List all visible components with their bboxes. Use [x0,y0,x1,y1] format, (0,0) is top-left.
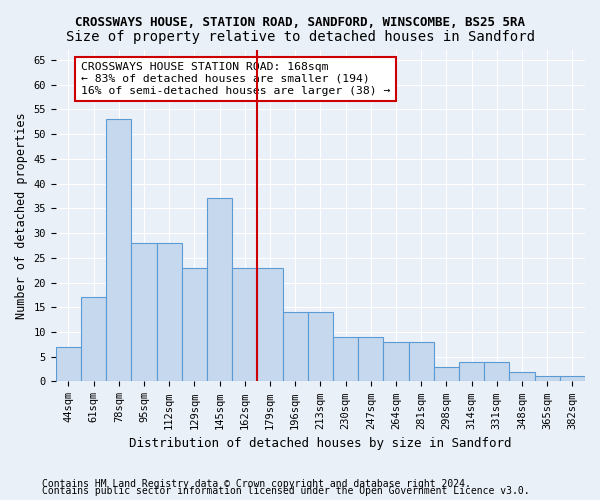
Bar [409,342,434,382]
Bar [434,366,459,382]
X-axis label: Distribution of detached houses by size in Sandford: Distribution of detached houses by size … [129,437,512,450]
Bar [358,337,383,382]
Bar [383,342,409,382]
Text: Contains HM Land Registry data © Crown copyright and database right 2024.: Contains HM Land Registry data © Crown c… [42,479,471,489]
Bar [81,298,106,382]
Bar [207,198,232,382]
Bar [157,243,182,382]
Text: CROSSWAYS HOUSE STATION ROAD: 168sqm
← 83% of detached houses are smaller (194)
: CROSSWAYS HOUSE STATION ROAD: 168sqm ← 8… [81,62,391,96]
Y-axis label: Number of detached properties: Number of detached properties [15,112,28,319]
Bar [484,362,509,382]
Text: Size of property relative to detached houses in Sandford: Size of property relative to detached ho… [65,30,535,44]
Bar [232,268,257,382]
Bar [333,337,358,382]
Bar [56,347,81,382]
Bar [509,372,535,382]
Bar [106,120,131,382]
Bar [131,243,157,382]
Text: Contains public sector information licensed under the Open Government Licence v3: Contains public sector information licen… [42,486,530,496]
Bar [560,376,585,382]
Bar [182,268,207,382]
Bar [283,312,308,382]
Bar [535,376,560,382]
Bar [257,268,283,382]
Text: CROSSWAYS HOUSE, STATION ROAD, SANDFORD, WINSCOMBE, BS25 5RA: CROSSWAYS HOUSE, STATION ROAD, SANDFORD,… [75,16,525,29]
Bar [308,312,333,382]
Bar [459,362,484,382]
